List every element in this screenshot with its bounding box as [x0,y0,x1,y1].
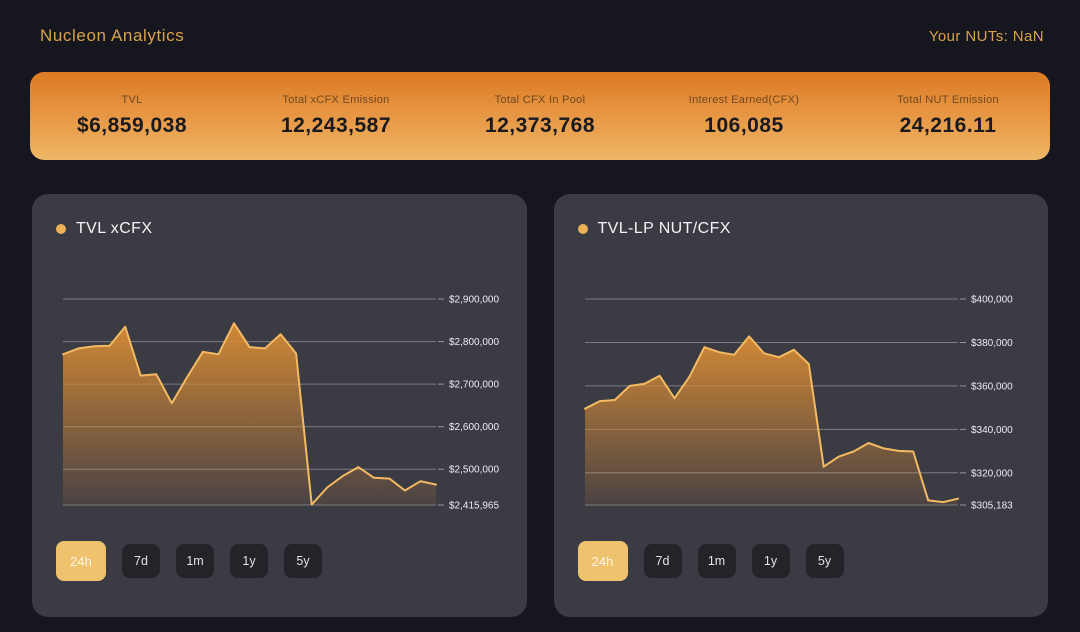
legend-dot-icon [577,224,588,234]
range-5y-button[interactable]: 5y [284,544,322,578]
stat-tvl: TVL $6,859,038 [72,94,192,138]
stat-label: Total NUT Emission [897,94,999,106]
svg-text:$360,000: $360,000 [971,381,1013,392]
range-24h-button[interactable]: 24h [56,541,106,581]
stat-value: 106,085 [704,114,784,137]
tvl-lp-nut-cfx-card: TVL-LP NUT/CFX $400,000 $380,000 $360,000 $… [553,194,1048,617]
svg-text:$400,000: $400,000 [971,295,1013,306]
svg-text:$2,500,000: $2,500,000 [449,465,499,476]
range-7d-button[interactable]: 7d [122,544,160,578]
range-24h-button[interactable]: 24h [577,541,628,581]
legend-dot-icon [56,224,66,234]
your-nuts-status: Your NUTs: NaN [928,27,1044,45]
range-selector: 24h 7d 1m 1y 5y [577,541,1025,581]
stat-value: $6,859,038 [76,114,188,137]
stat-value: 24,216.11 [899,114,997,137]
stat-value: 12,373,768 [484,114,596,137]
stat-total-xcfx-emission: Total xCFX Emission 12,243,587 [276,94,396,138]
charts-row: TVL xCFX $2,900,000 $2,800,000 $2,700,000 $… [0,194,1080,617]
stat-label: Total CFX In Pool [494,94,586,106]
range-selector: 24h 7d 1m 1y 5y [56,541,503,581]
stat-value: 12,243,587 [280,114,392,137]
chart-title-row: TVL xCFX [56,220,503,238]
svg-text:$2,900,000: $2,900,000 [449,295,499,306]
stat-interest-earned: Interest Earned(CFX) 106,085 [684,94,804,138]
stat-label: Total xCFX Emission [282,94,390,106]
header: Nucleon Analytics Your NUTs: NaN [0,0,1080,46]
svg-text:$305,183: $305,183 [971,501,1013,512]
tvl-lp-nut-cfx-area-chart[interactable]: $400,000 $380,000 $360,000 $340,000 $320,000… [578,282,1023,517]
chart-title: TVL-LP NUT/CFX [597,220,731,237]
svg-text:$2,600,000: $2,600,000 [449,422,499,433]
range-1y-button[interactable]: 1y [751,544,790,578]
svg-text:$2,415,965: $2,415,965 [449,501,499,512]
svg-text:$2,800,000: $2,800,000 [449,337,499,348]
stat-label: Interest Earned(CFX) [688,94,800,106]
range-1m-button[interactable]: 1m [697,544,736,578]
stat-label: TVL [121,94,143,106]
chart-title-row: TVL-LP NUT/CFX [577,220,1025,238]
stat-total-cfx-in-pool: Total CFX In Pool 12,373,768 [480,94,600,138]
range-5y-button[interactable]: 5y [805,544,844,578]
svg-text:$380,000: $380,000 [971,338,1013,349]
tvl-xcfx-area-chart[interactable]: $2,900,000 $2,800,000 $2,700,000 $2,600,000… [56,282,501,517]
range-1m-button[interactable]: 1m [176,544,214,578]
stat-total-nut-emission: Total NUT Emission 24,216.11 [888,94,1008,138]
range-1y-button[interactable]: 1y [230,544,268,578]
svg-text:$2,700,000: $2,700,000 [449,380,499,391]
tvl-xcfx-card: TVL xCFX $2,900,000 $2,800,000 $2,700,000 $… [32,194,527,617]
app-title: Nucleon Analytics [40,26,185,45]
chart-title: TVL xCFX [76,220,153,237]
stats-bar: TVL $6,859,038 Total xCFX Emission 12,24… [30,72,1050,160]
range-7d-button[interactable]: 7d [643,544,682,578]
svg-text:$340,000: $340,000 [971,425,1013,436]
svg-text:$320,000: $320,000 [971,468,1013,479]
